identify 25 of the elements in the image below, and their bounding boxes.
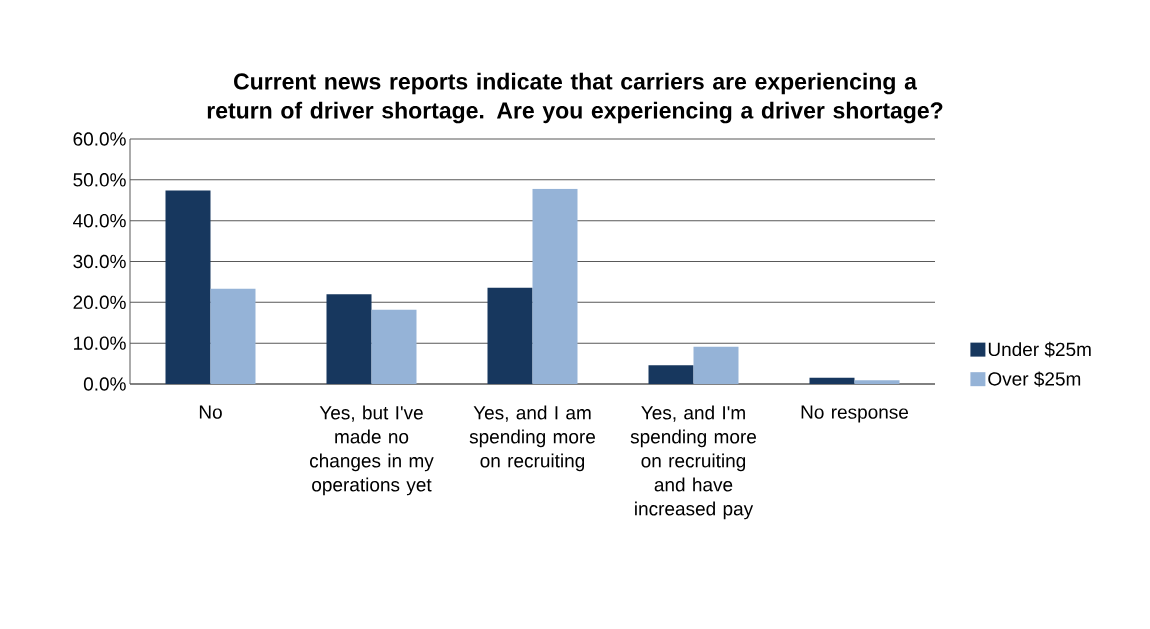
bar — [693, 346, 739, 384]
bar — [210, 288, 256, 384]
bar — [809, 377, 855, 384]
legend-label: Over $25m — [988, 371, 1081, 387]
y-tick-label: 40.0% — [73, 213, 126, 228]
bar — [371, 309, 417, 384]
bar — [487, 287, 533, 384]
x-tick-label: Yes, and I am spending more on recruiting — [469, 405, 595, 472]
bar — [326, 294, 372, 384]
bar — [165, 190, 211, 384]
x-tick-label: No — [199, 405, 222, 419]
y-tick-label: 20.0% — [73, 295, 126, 310]
y-tick-label: 60.0% — [73, 132, 126, 146]
legend-label: Under $25m — [988, 341, 1091, 358]
y-tick-label: 10.0% — [74, 336, 126, 350]
x-tick-label: No response — [801, 405, 909, 423]
y-tick-label: 0.0% — [83, 377, 126, 391]
chart-title: Current news reports indicate that carriers are experiencing a return of driver shortage. Are you experiencing a driver shortage? — [207, 72, 943, 124]
bar — [532, 188, 578, 384]
y-tick-label: 30.0% — [73, 254, 126, 269]
bar — [648, 365, 694, 384]
y-tick-label: 50.0% — [73, 173, 126, 187]
x-tick-label: Yes, and I'm spending more on recruiting and have increased pay — [630, 405, 756, 520]
x-tick-label: Yes, but I've made no changes in my operations yet — [310, 405, 434, 496]
bar — [854, 380, 900, 384]
